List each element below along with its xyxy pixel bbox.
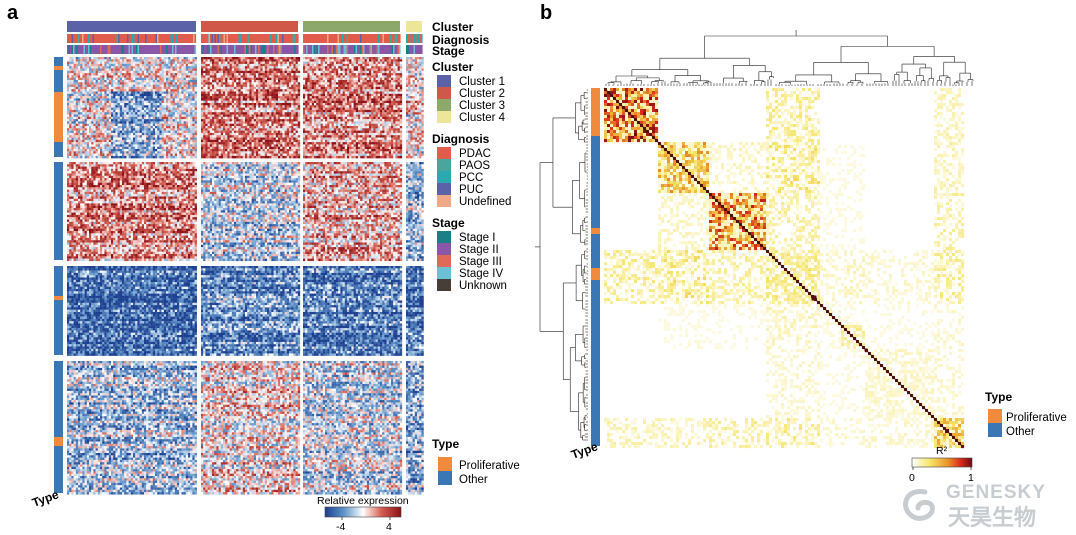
legend-relative-expression: Relative expression -4 4 <box>317 495 409 533</box>
legend-swatch-stage3 <box>437 255 451 267</box>
r2-tick-min: 0 <box>909 472 915 484</box>
legend-swatch-cluster4 <box>437 111 451 123</box>
row-dendrogram <box>535 90 588 440</box>
legend-swatch-proliferative-a <box>438 457 452 471</box>
panel-a-annotation-tracks: Cluster Diagnosis Stage <box>67 20 490 58</box>
legend-diagnosis: Diagnosis PDAC PAOS PCC PUC Undefined <box>432 132 511 208</box>
r2-scale-title: R² <box>936 445 948 457</box>
expression-colorbar <box>325 507 401 517</box>
legend-diagnosis-title: Diagnosis <box>432 132 490 146</box>
legend-type-a-title: Type <box>432 437 459 451</box>
panel-label-b: b <box>540 2 552 24</box>
legend-label-paos: PAOS <box>459 160 490 172</box>
legend-label-undefined: Undefined <box>459 196 511 208</box>
legend-label-pcc: PCC <box>459 172 483 184</box>
expression-heatmap <box>67 57 424 495</box>
diagnosis-track <box>67 34 423 43</box>
legend-label-stage2: Stage II <box>459 244 499 256</box>
legend-label-cluster3: Cluster 3 <box>459 100 505 112</box>
legend-swatch-pcc <box>437 171 451 183</box>
legend-label-other-b: Other <box>1006 426 1035 438</box>
legend-swatch-cluster1 <box>437 75 451 87</box>
watermark-chinese: 天昊生物 <box>948 505 1036 530</box>
legend-swatch-stage1 <box>437 231 451 243</box>
figure-canvas: a b Cluster Diagnosis Stage Type Cluster… <box>0 0 1076 535</box>
genesky-logo-icon <box>906 491 933 518</box>
legend-swatch-pdac <box>437 147 451 159</box>
legend-swatch-unknown <box>437 279 451 291</box>
legend-label-pdac: PDAC <box>459 148 491 160</box>
panel-label-a: a <box>7 2 19 24</box>
legend-swatch-cluster3 <box>437 99 451 111</box>
legend-swatch-cluster2 <box>437 87 451 99</box>
legend-type-b: Type Proliferative Other <box>985 390 1067 438</box>
legend-swatch-other-a <box>438 471 452 485</box>
watermark-english: GENESKY <box>946 482 1046 503</box>
expression-tick-max: 4 <box>386 521 392 533</box>
type-axis-label-a: Type <box>30 487 61 510</box>
legend-swatch-puc <box>437 183 451 195</box>
legend-label-stage3: Stage III <box>459 256 502 268</box>
stage-track-label: Stage <box>432 44 465 58</box>
cluster-track-cluster1 <box>67 21 196 32</box>
legend-type-b-title: Type <box>985 390 1012 404</box>
legend-label-proliferative-b: Proliferative <box>1006 412 1067 424</box>
genesky-watermark: GENESKY 天昊生物 <box>906 482 1046 530</box>
legend-swatch-undefined <box>437 195 451 207</box>
expression-scale-title: Relative expression <box>317 495 409 507</box>
expression-tick-min: -4 <box>336 521 345 533</box>
cluster-track-cluster2 <box>201 21 298 32</box>
legend-cluster-title: Cluster <box>432 60 474 74</box>
column-dendrogram <box>606 30 973 86</box>
legend-label-proliferative-a: Proliferative <box>459 460 520 472</box>
cluster-track-cluster4 <box>406 21 422 32</box>
legend-stage-title: Stage <box>432 216 465 230</box>
legend-cluster: Cluster Cluster 1 Cluster 2 Cluster 3 Cl… <box>432 60 506 124</box>
legend-swatch-stage2 <box>437 243 451 255</box>
legend-label-unknown: Unknown <box>459 280 507 292</box>
type-sidebar-a <box>54 57 63 493</box>
cluster-track-label: Cluster <box>432 20 474 34</box>
legend-type-a: Type Proliferative Other <box>432 437 520 486</box>
legend-r2: R² 0 1 <box>909 445 974 484</box>
cluster-track-cluster3 <box>303 21 400 32</box>
legend-label-cluster2: Cluster 2 <box>459 88 505 100</box>
stage-track <box>67 45 423 54</box>
type-axis-label-b: Type <box>569 439 600 462</box>
legend-swatch-paos <box>437 159 451 171</box>
legend-label-stage1: Stage I <box>459 232 495 244</box>
legend-stage: Stage Stage I Stage II Stage III Stage I… <box>432 216 507 292</box>
legend-label-other-a: Other <box>459 474 488 486</box>
legend-label-cluster1: Cluster 1 <box>459 76 505 88</box>
legend-label-stage4: Stage IV <box>459 268 503 280</box>
correlation-heatmap <box>604 88 976 448</box>
r2-colorbar <box>912 458 972 467</box>
legend-swatch-proliferative-b <box>988 409 1002 423</box>
legend-label-puc: PUC <box>459 184 483 196</box>
legend-label-cluster4: Cluster 4 <box>459 112 506 124</box>
type-sidebar-b <box>591 88 600 446</box>
legend-swatch-other-b <box>988 423 1002 437</box>
legend-swatch-stage4 <box>437 267 451 279</box>
